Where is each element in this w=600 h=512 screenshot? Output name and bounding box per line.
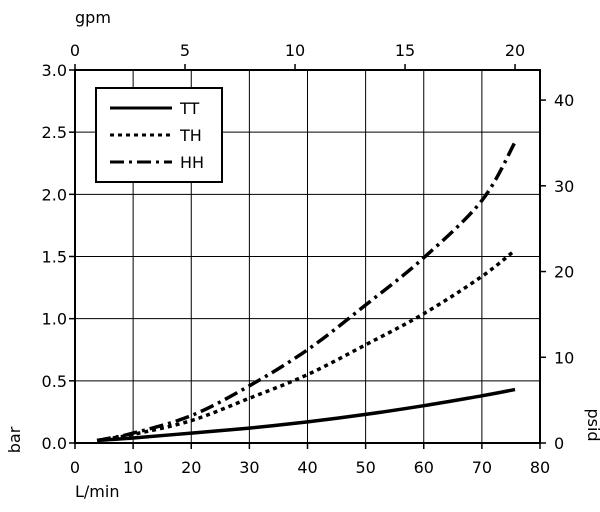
legend-label-th: TH — [179, 126, 202, 145]
x-axis-title: L/min — [75, 482, 119, 501]
y2-tick-label: 0 — [554, 434, 564, 453]
y-tick-label: 0.0 — [42, 434, 67, 453]
x-tick-label: 70 — [472, 458, 492, 477]
legend-label-hh: HH — [180, 153, 204, 172]
x2-axis-title: gpm — [75, 8, 111, 27]
x-tick-label: 60 — [414, 458, 434, 477]
y-tick-label: 2.0 — [42, 185, 67, 204]
y2-axis-title: psid — [584, 408, 600, 441]
x-tick-label: 80 — [530, 458, 550, 477]
y-axis-title: bar — [5, 426, 24, 453]
x-tick-label: 0 — [70, 458, 80, 477]
x2-tick-label: 20 — [505, 41, 525, 60]
tick-labels: 0 10 20 30 40 50 60 70 800.00.51.01.52.02.53.00 5… — [42, 41, 575, 477]
y2-tick-label: 10 — [554, 348, 574, 367]
series-line-hh — [96, 141, 517, 443]
x-tick-label: 50 — [355, 458, 375, 477]
y-tick-label: 1.0 — [42, 310, 67, 329]
x-tick-label: 10 — [123, 458, 143, 477]
x-tick-label: 40 — [297, 458, 317, 477]
y-tick-label: 1.5 — [42, 248, 67, 267]
legend-label-tt: TT — [179, 99, 199, 118]
x2-tick-label: 5 — [180, 41, 190, 60]
series-layer — [96, 141, 517, 443]
x-tick-label: 30 — [239, 458, 259, 477]
x2-tick-label: 0 — [70, 41, 80, 60]
ticks — [69, 64, 546, 449]
y-tick-label: 0.5 — [42, 372, 67, 391]
x-tick-label: 20 — [181, 458, 201, 477]
x2-tick-label: 15 — [395, 41, 415, 60]
series-line-th — [96, 248, 517, 443]
y-tick-label: 3.0 — [42, 61, 67, 80]
y2-tick-label: 30 — [554, 177, 574, 196]
series-line-tt — [96, 387, 516, 443]
y-tick-label: 2.5 — [42, 123, 67, 142]
legend: TT TH HH — [95, 87, 223, 183]
y2-tick-label: 20 — [554, 263, 574, 282]
x2-tick-label: 10 — [285, 41, 305, 60]
y2-tick-label: 40 — [554, 91, 574, 110]
